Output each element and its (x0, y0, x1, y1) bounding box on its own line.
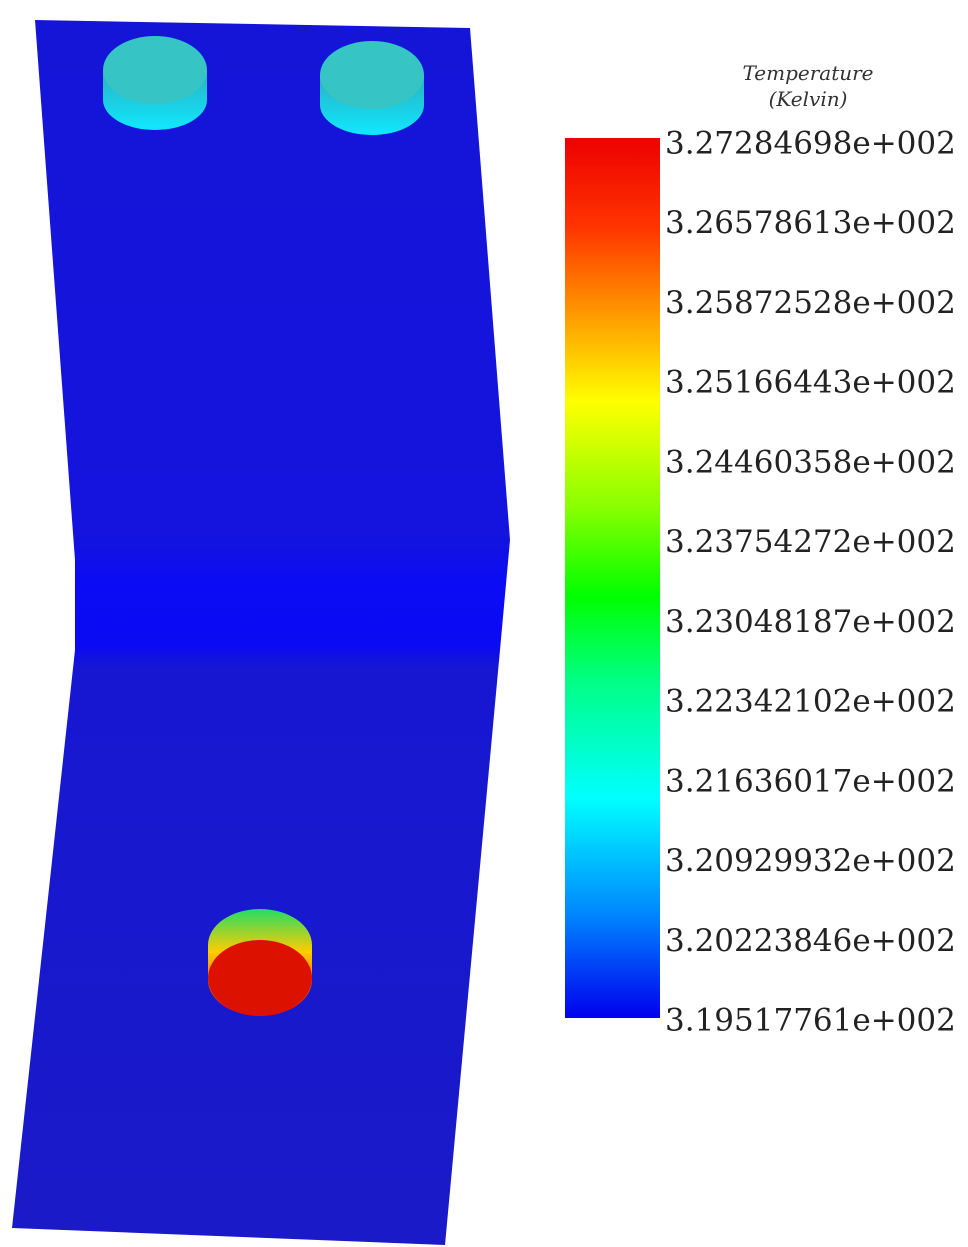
plate (12, 20, 510, 1245)
hot-cylinder (208, 909, 312, 1016)
legend-label: 3.22342102e+002 (665, 684, 956, 720)
legend-title: Temperature (742, 61, 873, 85)
legend-label: 3.20223846e+002 (665, 923, 956, 959)
legend-label: 3.23754272e+002 (665, 524, 956, 560)
legend-label: 3.21636017e+002 (665, 763, 956, 799)
color-bar (565, 138, 660, 1018)
render: Temperature (Kelvin) 3.27284698e+002 3.26… (0, 0, 968, 1247)
legend-label: 3.25166443e+002 (665, 365, 956, 401)
legend-unit: (Kelvin) (769, 87, 848, 111)
legend-label: 3.23048187e+002 (665, 604, 956, 640)
cylinder (103, 36, 207, 130)
legend-label: 3.19517761e+002 (665, 1003, 956, 1039)
page: Temperature (Kelvin) 3.27284698e+002 3.26… (0, 0, 968, 1247)
legend-label: 3.27284698e+002 (665, 126, 956, 162)
legend-label: 3.25872528e+002 (665, 285, 956, 321)
legend-label: 3.24460358e+002 (665, 444, 956, 480)
cylinder (320, 41, 424, 135)
legend-label: 3.20929932e+002 (665, 843, 956, 879)
legend-label: 3.26578613e+002 (665, 205, 956, 241)
